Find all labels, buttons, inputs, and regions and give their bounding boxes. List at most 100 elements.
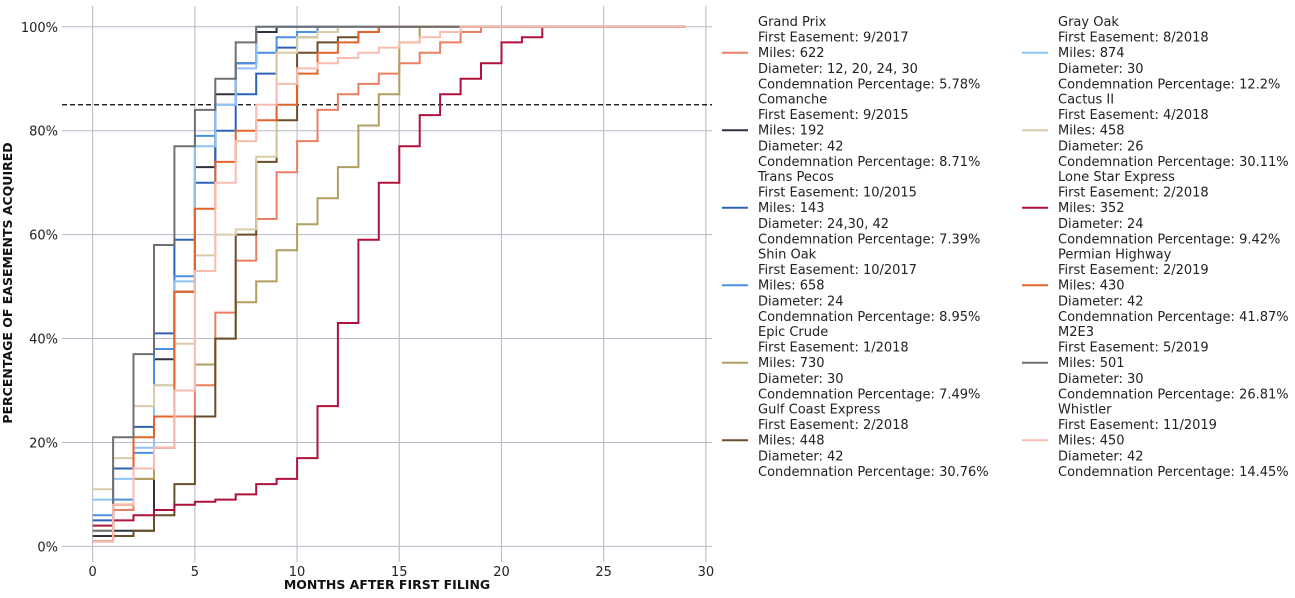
legend-label: First Easement: 2/2018: [1058, 186, 1209, 201]
legend-label: Miles: 450: [1058, 434, 1125, 449]
y-tick-label: 100%: [21, 21, 58, 36]
y-tick-label: 0%: [37, 540, 58, 555]
legend-label: Miles: 501: [1058, 356, 1125, 371]
legend-label: Epic Crude: [758, 325, 828, 340]
legend-label: First Easement: 4/2018: [1058, 108, 1209, 123]
series-line: [92, 25, 686, 543]
legend-label: Condemnation Percentage: 5.78%: [758, 77, 980, 92]
legend-label: Miles: 458: [1058, 124, 1125, 139]
legend-label: First Easement: 2/2019: [1058, 263, 1209, 278]
axis-ticks: 0 5 10 15 20 25 30 0% 20% 40% 60% 80% 100%: [21, 21, 714, 580]
x-tick-label: 0: [89, 565, 97, 580]
legend-label: Miles: 143: [758, 201, 825, 216]
legend-label: Diameter: 30: [1058, 372, 1144, 387]
legend-label: Condemnation Percentage: 30.11%: [1058, 155, 1289, 170]
legend-label: M2E3: [1058, 325, 1094, 340]
legend-label: Permian Highway: [1058, 248, 1172, 263]
series-line: [92, 25, 686, 491]
legend-label: Diameter: 42: [758, 139, 844, 154]
x-tick-label: 10: [289, 565, 306, 580]
legend-label: Miles: 730: [758, 356, 825, 371]
legend-label: First Easement: 5/2019: [1058, 341, 1209, 356]
series-line: [92, 25, 686, 532]
series-line: [92, 25, 686, 532]
x-axis-title: MONTHS AFTER FIRST FILING: [284, 577, 490, 592]
legend-label: Cactus II: [1058, 93, 1114, 108]
legend-label: Diameter: 30: [758, 372, 844, 387]
legend-label: Comanche: [758, 93, 827, 108]
legend-label: Condemnation Percentage: 12.2%: [1058, 77, 1280, 92]
legend-label: Shin Oak: [758, 248, 817, 263]
legend-label: Diameter: 30: [1058, 62, 1144, 77]
legend-label: Condemnation Percentage: 30.76%: [758, 465, 989, 480]
grid: [62, 6, 712, 562]
legend-label: First Easement: 2/2018: [758, 418, 909, 433]
series-line: [92, 25, 686, 527]
legend-label: First Easement: 10/2015: [758, 186, 917, 201]
legend-label: First Easement: 1/2018: [758, 341, 909, 356]
y-tick-label: 60%: [29, 229, 58, 244]
y-tick-label: 20%: [29, 436, 58, 451]
legend-label: Miles: 192: [758, 124, 825, 139]
legend-label: First Easement: 9/2015: [758, 108, 909, 123]
legend-label: Condemnation Percentage: 9.42%: [1058, 232, 1280, 247]
series-line: [92, 25, 686, 501]
legend-label: Diameter: 24: [1058, 217, 1144, 232]
legend-label: Diameter: 24,30, 42: [758, 217, 889, 232]
x-tick-label: 15: [391, 565, 408, 580]
legend-label: Miles: 874: [1058, 46, 1125, 61]
x-tick-label: 5: [191, 565, 199, 580]
legend-label: Condemnation Percentage: 8.95%: [758, 310, 980, 325]
series-line: [92, 25, 686, 543]
legend-label: Lone Star Express: [1058, 170, 1175, 185]
legend-label: Diameter: 42: [758, 449, 844, 464]
legend-label: Condemnation Percentage: 8.71%: [758, 155, 980, 170]
x-tick-label: 25: [595, 565, 612, 580]
legend-label: First Easement: 11/2019: [1058, 418, 1217, 433]
legend-label: Gray Oak: [1058, 15, 1119, 30]
series-line: [92, 25, 686, 517]
series-line: [92, 25, 686, 543]
legend-label: Diameter: 26: [1058, 139, 1144, 154]
legend-label: Condemnation Percentage: 26.81%: [1058, 387, 1289, 402]
series-lines: [92, 25, 686, 543]
legend-label: First Easement: 9/2017: [758, 31, 909, 46]
x-tick-label: 30: [698, 565, 715, 580]
legend-label: Grand Prix: [758, 15, 827, 30]
legend-label: Whistler: [1058, 403, 1112, 418]
legend-label: Gulf Coast Express: [758, 403, 881, 418]
legend-label: Diameter: 42: [1058, 294, 1144, 309]
legend-label: Diameter: 12, 20, 24, 30: [758, 62, 918, 77]
legend-label: Condemnation Percentage: 7.39%: [758, 232, 980, 247]
legend-label: First Easement: 10/2017: [758, 263, 917, 278]
legend-label: Miles: 658: [758, 279, 825, 294]
legend-label: First Easement: 8/2018: [1058, 31, 1209, 46]
series-line: [92, 25, 686, 522]
legend-label: Diameter: 42: [1058, 449, 1144, 464]
x-tick-label: 20: [493, 565, 510, 580]
y-axis-title: PERCENTAGE OF EASEMENTS ACQUIRED: [0, 142, 15, 423]
legend-label: Condemnation Percentage: 41.87%: [1058, 310, 1289, 325]
y-tick-label: 80%: [29, 125, 58, 140]
y-tick-label: 40%: [29, 333, 58, 348]
legend-label: Condemnation Percentage: 7.49%: [758, 387, 980, 402]
legend-label: Condemnation Percentage: 14.45%: [1058, 465, 1289, 480]
legend-label: Trans Pecos: [757, 170, 834, 185]
legend-label: Miles: 622: [758, 46, 825, 61]
legend-label: Miles: 448: [758, 434, 825, 449]
legend-label: Miles: 352: [1058, 201, 1125, 216]
